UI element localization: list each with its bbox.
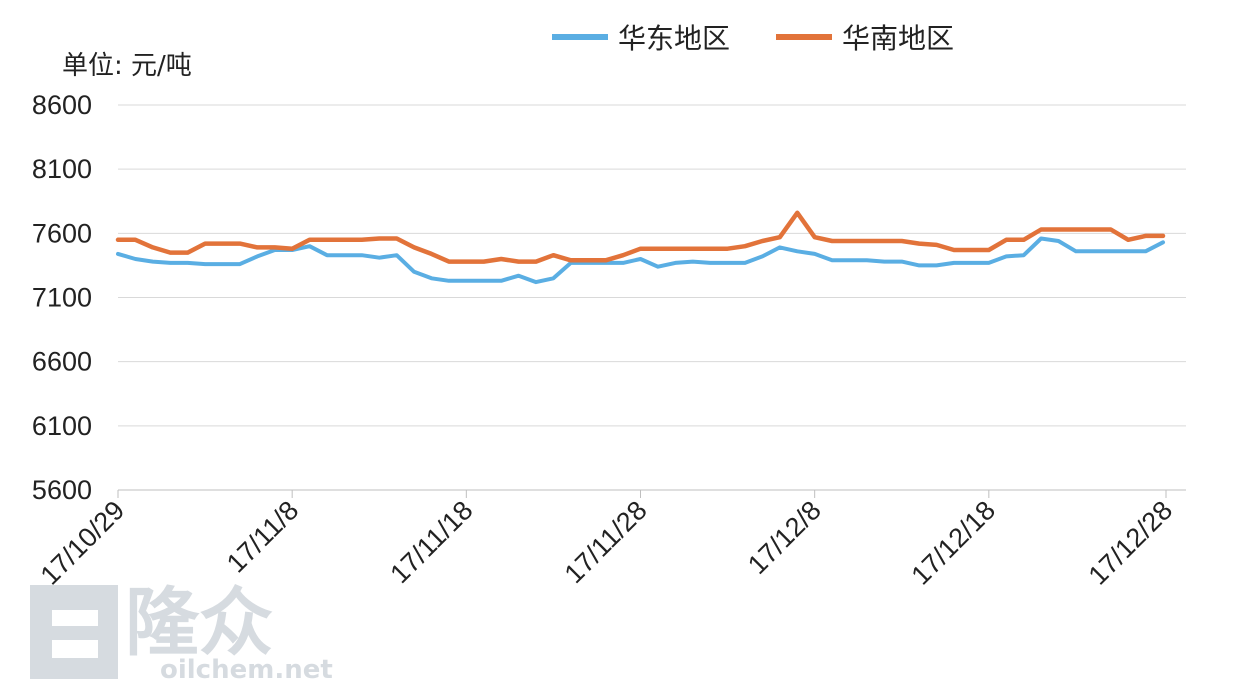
- x-tick-label: 17/12/28: [1083, 495, 1179, 591]
- x-tick-label: 17/10/29: [35, 495, 131, 591]
- y-tick-label: 7600: [32, 218, 92, 248]
- legend: 华东地区 华南地区: [552, 22, 954, 55]
- x-tick-label: 17/12/18: [906, 495, 1002, 591]
- watermark-brand: 隆众: [125, 580, 273, 666]
- y-tick-label: 8100: [32, 154, 92, 184]
- x-axis: 17/10/29 17/11/8 17/11/18 17/11/28 17/12/8 17…: [35, 490, 1179, 591]
- series-line-east: [116, 236, 1165, 285]
- y-tick-label: 6100: [32, 411, 92, 441]
- x-tick-label: 17/11/28: [559, 495, 653, 589]
- watermark-logo: 隆众 oilchem.net: [30, 580, 333, 685]
- legend-item-east: 华东地区: [552, 22, 730, 55]
- y-tick-label: 8600: [32, 90, 92, 120]
- y-tick-label: 7100: [32, 283, 92, 313]
- series-line-south: [115, 210, 1166, 264]
- legend-label-east: 华东地区: [618, 22, 730, 55]
- x-tick-label: 17/11/18: [384, 495, 478, 589]
- x-tick-label: 17/12/8: [742, 495, 827, 580]
- watermark-emblem: [30, 585, 118, 679]
- watermark-url: oilchem.net: [160, 655, 333, 685]
- legend-label-south: 华南地区: [842, 22, 954, 55]
- grid-lines: [118, 104, 1186, 491]
- x-tick-label: 17/11/8: [221, 495, 305, 579]
- series-layer: [115, 210, 1166, 285]
- y-tick-label: 5600: [32, 475, 92, 505]
- legend-item-south: 华南地区: [776, 22, 954, 55]
- y-axis: 5600 6100 6600 7100 7600 8100 8600: [32, 90, 92, 505]
- unit-label: 单位: 元/吨: [62, 51, 192, 81]
- y-tick-label: 6600: [32, 347, 92, 377]
